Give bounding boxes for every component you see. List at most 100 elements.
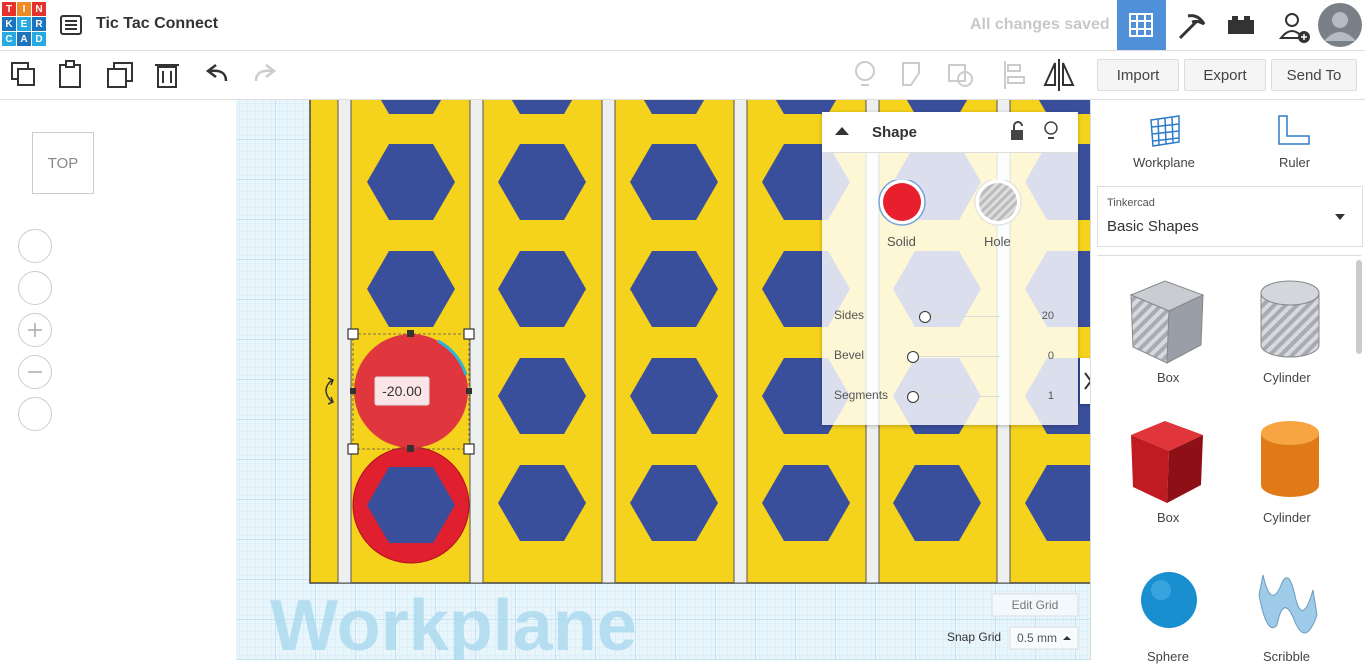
column-gap xyxy=(469,100,484,584)
edit-grid-label: Edit Grid xyxy=(1012,598,1059,612)
zoom-in-button[interactable] xyxy=(18,313,52,347)
design-list-icon[interactable] xyxy=(60,15,82,35)
import-button[interactable]: Import xyxy=(1097,59,1179,91)
param-row: Segments 1 xyxy=(822,388,1078,412)
column-gap xyxy=(337,100,352,584)
fit-view-button[interactable] xyxy=(18,271,52,305)
ruler-tool-label: Ruler xyxy=(1279,155,1311,170)
design-title[interactable]: Tic Tac Connect xyxy=(96,15,219,32)
view-cube[interactable]: TOP xyxy=(32,132,94,194)
param-slider[interactable] xyxy=(910,356,1000,357)
ruler-tool-icon[interactable] xyxy=(1275,112,1311,148)
column-gap xyxy=(733,100,748,584)
inspector-icons[interactable] xyxy=(1008,120,1068,144)
rotation-arc xyxy=(437,339,468,376)
scrollbar[interactable] xyxy=(1356,260,1362,354)
build-icon[interactable] xyxy=(1176,10,1208,42)
shape-label: Box xyxy=(1157,370,1180,385)
hex-hole xyxy=(906,100,968,114)
hex-hole xyxy=(630,465,718,541)
divider xyxy=(1097,255,1361,256)
cylinder-shape[interactable] xyxy=(1261,421,1319,497)
logo-letter: D xyxy=(32,32,46,46)
ortho-view-button[interactable] xyxy=(18,397,52,431)
shape-inspector: Shape Solid Hole Sides 20 Bevel 0 Segments 1 xyxy=(822,112,1078,425)
edit-tools[interactable] xyxy=(0,51,300,99)
logo-letter: R xyxy=(32,17,46,31)
logo-letter: T xyxy=(2,2,16,16)
solid-swatch[interactable] xyxy=(877,180,927,230)
shape-library xyxy=(1129,280,1320,634)
invite-icon[interactable] xyxy=(1278,10,1312,44)
hex-hole xyxy=(630,144,718,220)
logo[interactable]: T I N K E R C A D xyxy=(2,2,46,48)
logo-letter: N xyxy=(32,2,46,16)
library-name: Basic Shapes xyxy=(1107,218,1199,235)
logo-letter: C xyxy=(2,32,16,46)
hex-hole xyxy=(498,358,586,434)
snap-grid-select[interactable] xyxy=(1009,626,1079,650)
hex-hole xyxy=(511,100,573,114)
hex-hole xyxy=(498,465,586,541)
logo-letter: A xyxy=(17,32,31,46)
shape-tools[interactable] xyxy=(845,51,1085,99)
snap-grid-value: 0.5 mm xyxy=(1017,631,1057,645)
box-hole-shape[interactable] xyxy=(1129,280,1205,364)
inspector-header: Shape xyxy=(822,112,1078,153)
export-button[interactable]: Export xyxy=(1184,59,1266,91)
save-status: All changes saved xyxy=(970,16,1110,33)
rotate-handle[interactable] xyxy=(325,377,334,405)
hex-hole xyxy=(893,465,981,541)
workplane-canvas[interactable]: Workplane -20.00 Edit Grid Snap Grid 0.5… xyxy=(236,100,1090,660)
workplane-watermark: Workplane xyxy=(270,586,637,660)
param-value[interactable]: 0 xyxy=(1047,350,1054,362)
solid-label: Solid xyxy=(887,234,916,249)
slider-knob[interactable] xyxy=(907,391,919,403)
edit-grid-button[interactable] xyxy=(991,593,1079,617)
send-to-button[interactable]: Send To xyxy=(1271,59,1357,91)
cylinder-hole-shape[interactable] xyxy=(1260,280,1320,358)
hole-swatch[interactable] xyxy=(973,180,1023,230)
selection-handles[interactable] xyxy=(347,328,475,455)
param-name: Sides xyxy=(834,308,865,322)
bricks-icon[interactable] xyxy=(1226,14,1256,36)
right-sidebar: Workplane Ruler Tinkercad Basic Shapes B… xyxy=(1090,100,1365,664)
param-slider[interactable] xyxy=(910,316,1000,317)
box-shape[interactable] xyxy=(1131,421,1203,503)
workplane-tool-icon[interactable] xyxy=(1147,112,1183,148)
param-row: Sides 20 xyxy=(822,308,1078,332)
param-value[interactable]: 1 xyxy=(1047,390,1054,402)
hex-hole xyxy=(1025,465,1090,541)
workplane-tool-label: Workplane xyxy=(1133,155,1195,170)
shape-label: Cylinder xyxy=(1263,370,1311,385)
library-source: Tinkercad xyxy=(1107,197,1155,209)
hex-hole xyxy=(498,251,586,327)
shape-label: Box xyxy=(1157,510,1180,525)
hex-hole xyxy=(367,251,455,327)
hex-hole xyxy=(367,144,455,220)
snap-grid-label: Snap Grid xyxy=(947,630,1001,644)
param-name: Segments xyxy=(834,388,889,402)
library-dropdown[interactable]: Tinkercad Basic Shapes xyxy=(1097,186,1363,247)
column-gap xyxy=(601,100,616,584)
slider-knob[interactable] xyxy=(907,351,919,363)
collapse-icon[interactable] xyxy=(834,125,850,137)
param-value[interactable]: 20 xyxy=(1041,310,1054,322)
user-avatar[interactable] xyxy=(1318,3,1362,47)
3d-view-button[interactable] xyxy=(1117,0,1166,50)
hex-hole xyxy=(498,144,586,220)
hex-hole xyxy=(643,100,705,114)
logo-letter: E xyxy=(17,17,31,31)
hex-hole xyxy=(367,467,455,543)
scribble-shape[interactable] xyxy=(1258,574,1318,634)
zoom-out-button[interactable] xyxy=(18,355,52,389)
sphere-shape[interactable] xyxy=(1141,572,1197,628)
hex-hole xyxy=(1038,100,1090,114)
home-view-button[interactable] xyxy=(18,229,52,263)
param-slider[interactable] xyxy=(910,396,1000,397)
shape-label: Scribble xyxy=(1263,649,1310,664)
hex-hole xyxy=(380,100,442,114)
slider-knob[interactable] xyxy=(919,311,931,323)
snap-grid-caret xyxy=(1063,636,1071,640)
